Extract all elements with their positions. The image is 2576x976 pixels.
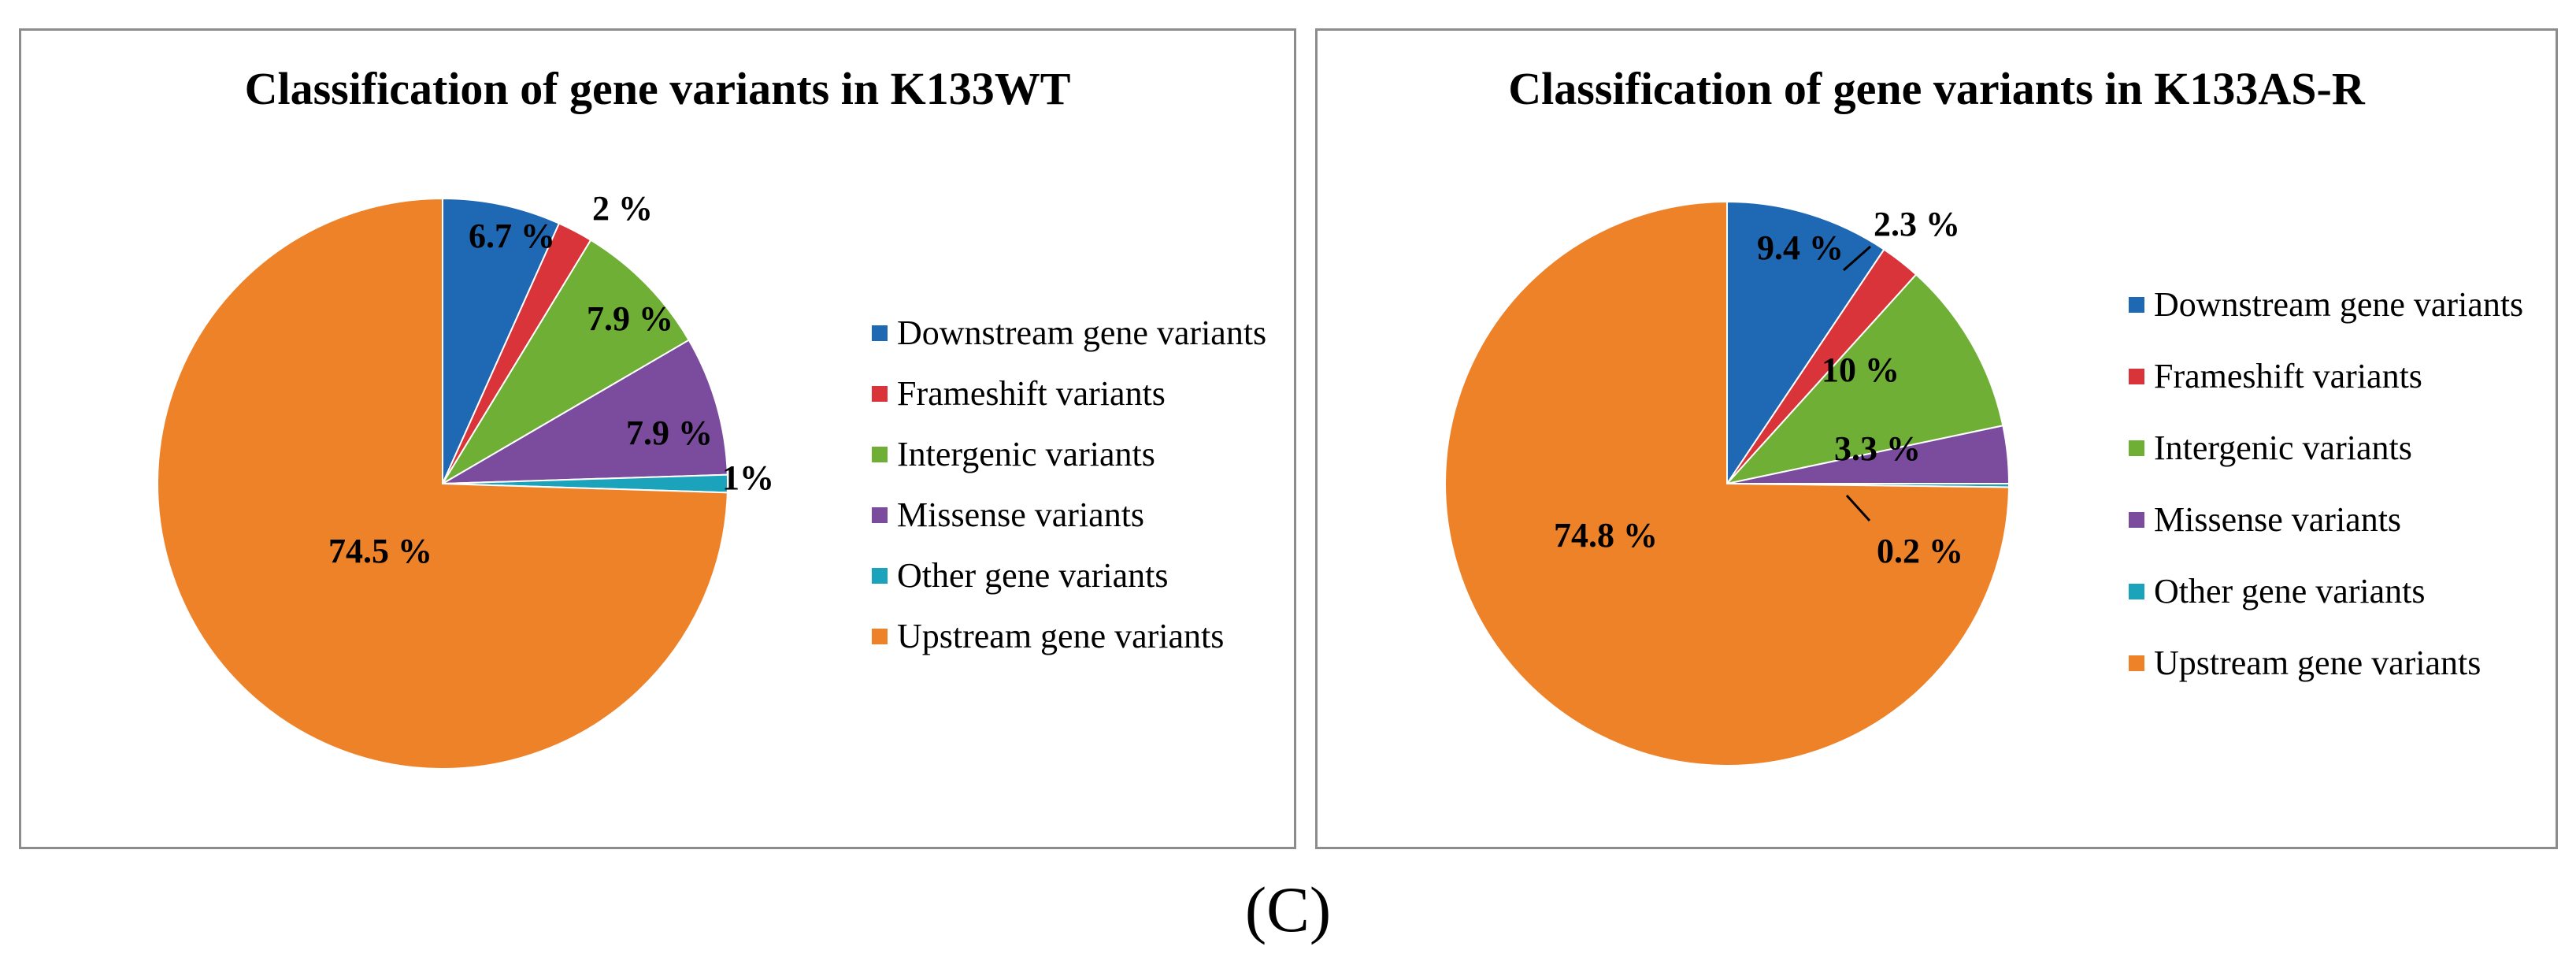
legend-swatch xyxy=(872,325,888,341)
label-leader-line xyxy=(1843,245,1871,272)
legend-label: Missense variants xyxy=(2154,500,2402,539)
legend-swatch xyxy=(872,385,888,402)
pie-chart-k133wt: 6.7 %2 %7.9 %7.9 %1%74.5 % xyxy=(157,189,774,770)
legend-item-missense: Missense variants xyxy=(872,484,1266,545)
legend-swatch xyxy=(872,628,888,644)
legend-item-downstream: Downstream gene variants xyxy=(2129,269,2523,340)
slice-data-label: 74.5 % xyxy=(328,532,432,570)
legend-swatch xyxy=(2129,296,2144,313)
chart-title: Classification of gene variants in K133A… xyxy=(1508,63,2365,114)
legend-swatch xyxy=(2129,583,2144,599)
legend-item-downstream: Downstream gene variants xyxy=(872,302,1266,363)
slice-data-label: 2.3 % xyxy=(1874,205,1960,243)
legend-k133wt: Downstream gene variants Frameshift vari… xyxy=(872,302,1266,666)
legend-item-upstream: Upstream gene variants xyxy=(872,606,1266,666)
legend-item-frameshift: Frameshift variants xyxy=(2129,340,2523,412)
legend-item-missense: Missense variants xyxy=(2129,484,2523,555)
legend-swatch xyxy=(872,567,888,584)
legend-swatch xyxy=(872,507,888,523)
slice-data-label: 6.7 % xyxy=(469,217,555,255)
pie-slice-missense-variants xyxy=(442,339,728,484)
legend-label: Frameshift variants xyxy=(2154,357,2422,395)
slice-data-label: 9.4 % xyxy=(1757,228,1844,267)
pie-slice-upstream-gene-variants xyxy=(1444,200,2010,766)
legend-item-other: Other gene variants xyxy=(872,545,1266,606)
chart-title: Classification of gene variants in K133W… xyxy=(244,63,1071,114)
pie-chart-k133as-r: 9.4 % 2.3 % 10 % 3.3 % 0.2 % 74.8 % xyxy=(1444,200,2011,766)
legend-label: Missense variants xyxy=(897,495,1145,534)
legend-swatch xyxy=(872,446,888,462)
legend-label: Intergenic variants xyxy=(897,435,1155,473)
slice-data-label: 7.9 % xyxy=(626,414,713,452)
pie-slice-downstream-gene-variants xyxy=(1726,200,1885,487)
slice-data-label: 3.3 % xyxy=(1834,429,1921,468)
panel-label: (C) xyxy=(1244,874,1332,945)
slice-data-label: 10 % xyxy=(1822,351,1900,389)
slice-data-label: 2 % xyxy=(592,189,653,228)
legend-label: Downstream gene variants xyxy=(897,314,1267,352)
slice-data-label: 0.2 % xyxy=(1877,532,1963,570)
pie-slice-downstream-gene-variants xyxy=(442,197,561,484)
legend-swatch xyxy=(2129,368,2144,384)
legend-label: Upstream gene variants xyxy=(897,617,1225,655)
legend-k133as-r: Downstream gene variants Frameshift vari… xyxy=(2129,269,2523,699)
pie-slice-intergenic-variants xyxy=(442,239,691,484)
pie-slice-upstream-gene-variants xyxy=(157,197,728,770)
legend-label: Intergenic variants xyxy=(2154,429,2412,467)
legend-swatch xyxy=(2129,511,2144,528)
legend-item-upstream: Upstream gene variants xyxy=(2129,627,2523,699)
pie-slice-intergenic-variants xyxy=(1725,273,2004,485)
legend-item-intergenic: Intergenic variants xyxy=(872,424,1266,484)
legend-swatch xyxy=(2129,655,2144,671)
legend-label: Other gene variants xyxy=(2154,572,2426,610)
label-leader-line xyxy=(1845,494,1871,522)
chart-panel-k133as-r: Classification of gene variants in K133A… xyxy=(1315,28,2558,849)
legend-label: Frameshift variants xyxy=(897,374,1166,413)
slice-data-label: 1% xyxy=(722,458,774,497)
legend-item-frameshift: Frameshift variants xyxy=(872,363,1266,424)
legend-item-intergenic: Intergenic variants xyxy=(2129,412,2523,484)
legend-label: Upstream gene variants xyxy=(2154,644,2481,682)
slice-data-label: 7.9 % xyxy=(587,299,673,338)
legend-swatch xyxy=(2129,440,2144,456)
legend-label: Downstream gene variants xyxy=(2154,285,2524,324)
legend-label: Other gene variants xyxy=(897,556,1169,595)
slice-data-label: 74.8 % xyxy=(1554,516,1658,555)
chart-panel-k133wt: Classification of gene variants in K133W… xyxy=(19,28,1296,849)
legend-item-other: Other gene variants xyxy=(2129,555,2523,627)
